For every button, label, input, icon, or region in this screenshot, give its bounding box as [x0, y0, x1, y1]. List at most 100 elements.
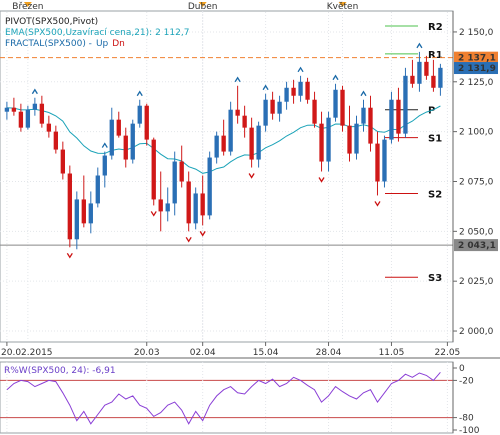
candle [11, 97, 17, 116]
candle [39, 95, 45, 128]
indicator-tick-label: -80 [459, 414, 474, 424]
pivot-label: P [428, 106, 435, 117]
fractal-down-marker [66, 252, 73, 259]
pivot-label: S3 [428, 273, 442, 284]
candle [298, 75, 303, 102]
legend-entry: FRACTAL(SPX500) - Up Dn [5, 39, 125, 49]
fractal-up-marker [136, 90, 143, 97]
candle [102, 151, 107, 188]
price-tick-label: 2 075,0 [459, 177, 494, 187]
fractal-down-marker [185, 236, 192, 243]
candle [326, 111, 331, 172]
svg-text:2 137,1: 2 137,1 [458, 54, 496, 64]
candle [340, 85, 345, 132]
candle [214, 131, 219, 164]
candle [312, 91, 317, 128]
fractal-down-marker [318, 177, 325, 183]
candle [361, 99, 366, 132]
fractal-up-marker [101, 142, 108, 148]
legend: PIVOT(SPX500,Pivot)EMA(SPX500,Uzavírací … [5, 17, 189, 49]
month-label: Březen [12, 2, 43, 12]
candle [25, 105, 31, 130]
candle [151, 137, 156, 206]
candle [186, 171, 191, 232]
month-label: Květen [327, 2, 359, 12]
fractal-up-marker [234, 76, 241, 83]
candle [242, 105, 247, 138]
candle [431, 59, 436, 92]
candle [270, 91, 275, 120]
date-axis: 20.02.2015 20.03 02.04 15.04 28.04 11.05 22.05 [1, 342, 460, 358]
candle [179, 145, 184, 188]
date-tick-label: 15.04 [253, 348, 279, 358]
candle [256, 121, 261, 168]
fractal-up-marker [416, 42, 423, 49]
candle [193, 187, 198, 230]
indicator-tick-label: 0 [459, 364, 465, 374]
candle [438, 63, 443, 96]
candle [18, 103, 24, 132]
candle [228, 101, 233, 156]
date-tick-label: 28.04 [316, 348, 342, 358]
candle [263, 93, 268, 132]
candle [130, 119, 135, 164]
candle [291, 79, 296, 104]
pivot-label: R2 [428, 22, 443, 33]
fractal-down-marker [374, 201, 381, 207]
price-tick-label: 2 050,0 [459, 227, 494, 237]
candle [277, 95, 282, 122]
candle [305, 77, 310, 104]
candle [368, 95, 373, 152]
fractal-down-marker [150, 211, 157, 217]
candle [67, 165, 72, 248]
indicator-title: R%W(SPX500, 24): -6,91 [4, 366, 116, 376]
price-tick-label: 2 100,0 [459, 128, 494, 138]
fractal-up-marker [360, 90, 367, 97]
fractal-up-marker [31, 88, 38, 95]
candle [284, 81, 289, 110]
candle [109, 107, 114, 160]
price-tag: 2 043,1 [454, 239, 498, 252]
price-tick-label: 2 025,0 [459, 277, 494, 287]
candle [396, 87, 401, 142]
pivot-label: S2 [428, 189, 442, 200]
candle [53, 125, 59, 154]
candle [137, 99, 142, 128]
price-tick-label: 2 000,0 [459, 327, 494, 337]
fractal-up-marker [332, 74, 339, 81]
candle [200, 175, 205, 226]
candle [375, 131, 380, 196]
candle [354, 115, 359, 160]
candle [333, 83, 338, 122]
date-tick-label: 11.05 [379, 348, 405, 358]
candle [410, 59, 415, 88]
williams-r-line [6, 371, 441, 425]
price-tag: 2 131,9 [454, 62, 498, 75]
indicator-axis: 0 -20 -80 -100 [452, 362, 480, 435]
month-marker [338, 2, 347, 7]
candle [172, 151, 177, 216]
ema-line [6, 105, 441, 174]
date-tick-label: 02.04 [190, 348, 216, 358]
pivot-levels: R2 R1 P S1 S2 S3 [385, 22, 443, 284]
fractal-down-marker [248, 173, 255, 179]
candle [88, 191, 93, 234]
price-axis: 2 000,0 2 025,0 2 050,0 2 075,0 2 100,0 2 125… [452, 11, 498, 342]
indicator-panel [0, 361, 454, 434]
candle [4, 101, 10, 120]
month-axis: Březen Duben Květen [12, 2, 358, 12]
candle [144, 103, 149, 146]
candle [116, 111, 121, 138]
fractal-up-marker [262, 84, 269, 91]
candle [235, 85, 240, 124]
svg-text:2 043,1: 2 043,1 [458, 241, 496, 251]
date-tick-label: 20.03 [134, 348, 160, 358]
candle [207, 151, 212, 220]
legend-entry: EMA(SPX500,Uzavírací cena,21): 2 112,7 [5, 28, 189, 38]
candle [123, 127, 128, 168]
fractal-down-marker [199, 231, 206, 237]
candle [60, 141, 65, 180]
candle [389, 91, 394, 144]
candle [424, 55, 429, 80]
